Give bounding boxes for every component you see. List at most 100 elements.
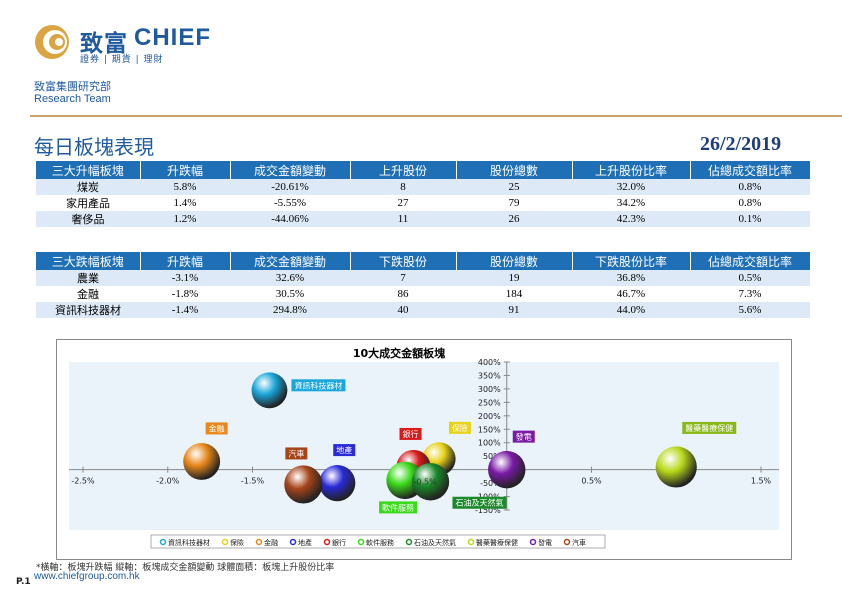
bubble-0 — [251, 372, 288, 409]
table-cell: 0.1% — [690, 211, 810, 227]
y-tick-label: -50% — [480, 479, 501, 488]
y-tick-label: 250% — [478, 398, 501, 407]
table-row: 家用產品 1.4% -5.55% 27 79 34.2% 0.8% — [36, 195, 810, 211]
table-cell: 30.5% — [230, 286, 350, 302]
table-row: 煤炭 5.8% -20.61% 8 25 32.0% 0.8% — [36, 179, 810, 195]
y-tick-label: 50% — [483, 452, 501, 461]
table-cell: 44.0% — [572, 302, 690, 318]
table-cell: 32.0% — [572, 179, 690, 195]
column-header: 上升股份比率 — [572, 161, 691, 179]
table-cell: 294.8% — [230, 302, 350, 318]
table-cell: 46.7% — [572, 286, 690, 302]
bubble-3 — [319, 464, 356, 502]
column-header: 成交金額變動 — [230, 161, 351, 179]
column-header: 三大跌幅板塊 — [36, 252, 141, 270]
logo-tagline: 證券 | 期貨 | 理財 — [80, 55, 164, 65]
x-tick-label: -2.0% — [156, 477, 180, 486]
table-cell: 32.6% — [230, 270, 350, 286]
column-header: 佔總成交額比率 — [690, 161, 811, 179]
table-cell: 25 — [456, 179, 572, 195]
bubble-label: 汽車 — [288, 448, 304, 458]
bubble-label: 地產 — [336, 445, 352, 455]
legend-label: 銀行 — [332, 538, 346, 547]
table-cell: 27 — [350, 195, 456, 211]
bubble-label: 石油及天然氣 — [455, 498, 503, 508]
bubble-label: 資訊科技器材 — [294, 380, 342, 390]
y-tick-label: 200% — [478, 412, 501, 421]
column-header: 下跌股份比率 — [572, 252, 691, 270]
bubble-label-bg — [333, 444, 356, 457]
table-cell: 0.8% — [690, 195, 810, 211]
bubble-label-bg — [205, 422, 228, 435]
y-tick-label: 100% — [478, 439, 501, 448]
bubble-label-bg — [448, 421, 471, 434]
sector-name: 煤炭 — [36, 179, 140, 195]
table-cell: 19 — [456, 270, 572, 286]
sector-name: 資訊科技器材 — [36, 302, 140, 318]
table-row: 農業 -3.1% 32.6% 7 19 36.8% 0.5% — [36, 270, 810, 286]
legend-marker — [467, 538, 475, 546]
legend-marker — [159, 538, 167, 546]
legend-marker — [405, 538, 413, 546]
legend-marker — [221, 538, 229, 546]
table-cell: 7.3% — [690, 286, 810, 302]
table-cell: -5.55% — [230, 195, 350, 211]
table-cell: 184 — [456, 286, 572, 302]
table-row: 資訊科技器材 -1.4% 294.8% 40 91 44.0% 5.6% — [36, 302, 810, 318]
bubble-label: 金融 — [209, 423, 225, 433]
chief-logo-icon — [35, 25, 69, 59]
bubble-inner-note: -0.5% — [414, 478, 438, 487]
top-losers-table: 三大跌幅板塊 升跌幅 成交金額變動 下跌股份 股份總數 下跌股份比率 佔總成交額… — [36, 252, 811, 318]
legend-marker — [563, 538, 571, 546]
bubble-label-bg — [285, 447, 308, 460]
table-cell: -20.61% — [230, 179, 350, 195]
plot-area — [69, 362, 779, 530]
table-cell: -1.8% — [140, 286, 230, 302]
bubble-label-bg — [399, 427, 422, 440]
legend-label: 醫藥醫療保健 — [476, 538, 518, 547]
logo-text-en: CHIEF — [134, 24, 211, 51]
legend-label: 汽車 — [572, 538, 586, 547]
table-cell: 8 — [350, 179, 456, 195]
bubble-label-bg — [452, 496, 507, 509]
bubble-label: 發電 — [516, 433, 532, 442]
chart-title: 10大成交金額板塊 — [353, 346, 445, 360]
column-header: 三大升幅板塊 — [36, 161, 141, 179]
table-cell: 5.8% — [140, 179, 230, 195]
table-cell: -1.4% — [140, 302, 230, 318]
table-cell: -3.1% — [140, 270, 230, 286]
bubble-label-bg — [682, 421, 737, 434]
legend-marker — [255, 538, 263, 546]
bubble-label-bg — [291, 379, 346, 392]
table-cell: 1.2% — [140, 211, 230, 227]
table-cell: 34.2% — [572, 195, 690, 211]
table-cell: 0.8% — [690, 179, 810, 195]
table-cell: 36.8% — [572, 270, 690, 286]
bubble-label: 軟件服務 — [382, 502, 414, 512]
header-divider — [30, 115, 842, 117]
column-header: 升跌幅 — [140, 252, 231, 270]
sector-name: 金融 — [36, 286, 140, 302]
bubble-7 — [655, 446, 697, 488]
table-cell: 26 — [456, 211, 572, 227]
table-cell: 11 — [350, 211, 456, 227]
column-header: 上升股份 — [350, 161, 457, 179]
bubble-label: 醫藥醫療保健 — [685, 423, 733, 433]
table-row: 金融 -1.8% 30.5% 86 184 46.7% 7.3% — [36, 286, 810, 302]
x-tick-label: -1.5% — [241, 477, 265, 486]
x-tick-label: -2.5% — [71, 477, 95, 486]
bubble-label: 銀行 — [403, 429, 419, 439]
logo-text-zh: 致富 — [80, 31, 128, 57]
table-row: 奢侈品 1.2% -44.06% 11 26 42.3% 0.1% — [36, 211, 810, 227]
legend-label: 保險 — [230, 538, 244, 547]
sector-name: 家用產品 — [36, 195, 140, 211]
website-link[interactable]: www.chiefgroup.com.hk — [34, 571, 140, 582]
column-header: 佔總成交額比率 — [690, 252, 811, 270]
column-header: 升跌幅 — [140, 161, 231, 179]
column-header: 股份總數 — [456, 252, 573, 270]
department-name-en: Research Team — [34, 93, 111, 105]
bubble-9 — [284, 465, 323, 504]
table-cell: 86 — [350, 286, 456, 302]
bubble-chart-svg: 10大成交金額板塊-2.5%-2.0%-1.5%-1.0%-0.5%0.0%0.… — [69, 346, 779, 549]
department-name-zh: 致富集團研究部 — [34, 80, 111, 93]
